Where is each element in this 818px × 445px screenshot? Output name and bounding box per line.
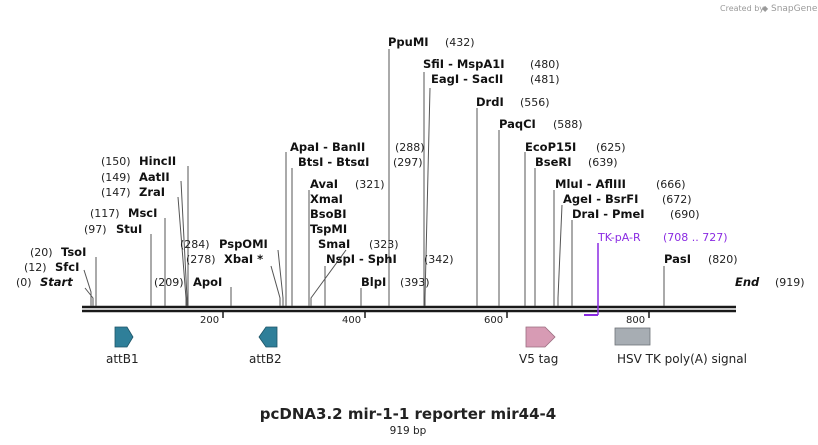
- end-label: End: [735, 275, 760, 289]
- site-position: (150): [101, 155, 131, 168]
- credit-text: Created by: [720, 4, 764, 13]
- site-tspmi[interactable]: TspMI: [310, 222, 347, 236]
- start-label: Start: [40, 275, 73, 289]
- site-avai[interactable]: AvaI: [310, 177, 338, 191]
- site-agei-bsrfi[interactable]: AgeI - BsrFI: [563, 192, 638, 206]
- site-apoi[interactable]: ApoI: [193, 275, 222, 289]
- feature-label: attB2: [249, 352, 282, 366]
- site-position: (432): [445, 36, 475, 49]
- tick-label: 200: [200, 315, 219, 326]
- site-position: (321): [355, 178, 385, 191]
- site-position: (149): [101, 171, 131, 184]
- tick-label: 400: [342, 315, 361, 326]
- site-position: (288): [395, 141, 425, 154]
- feature-hsv-tk-polya[interactable]: HSV TK poly(A) signal: [614, 327, 747, 366]
- site-blpi[interactable]: BlpI: [361, 275, 386, 289]
- site-mlui-afliii[interactable]: MluI - AflIII: [555, 177, 626, 191]
- site-xbai[interactable]: XbaI *: [224, 252, 263, 266]
- site-eagi-sacii[interactable]: EagI - SacII: [431, 72, 503, 86]
- site-position: (209): [154, 276, 184, 289]
- map-title: pcDNA3.2 mir-1-1 reporter mir44-4: [260, 405, 556, 423]
- site-position: (588): [553, 118, 583, 131]
- site-position: (393): [400, 276, 430, 289]
- site-bsobi[interactable]: BsoBI: [310, 207, 347, 221]
- site-zrai[interactable]: ZraI: [139, 185, 165, 199]
- site-apai-banii[interactable]: ApaI - BanII: [290, 140, 365, 154]
- tick-label: 800: [626, 315, 645, 326]
- feature-attb2[interactable]: attB2: [249, 326, 282, 366]
- site-nspi-sphi[interactable]: NspI - SphI: [326, 252, 397, 266]
- map-length: 919 bp: [390, 425, 427, 437]
- primer-range: (708 .. 727): [663, 231, 728, 244]
- feature-label: attB1: [106, 352, 139, 366]
- site-position: (481): [530, 73, 560, 86]
- site-smai[interactable]: SmaI: [318, 237, 350, 251]
- brand-text: SnapGene: [771, 4, 818, 14]
- dna-backbone: [82, 305, 736, 313]
- site-position: (639): [588, 156, 618, 169]
- site-pasi[interactable]: PasI: [664, 252, 691, 266]
- site-xmai[interactable]: XmaI: [310, 192, 343, 206]
- primer-label: TK-pA-R: [597, 231, 641, 244]
- site-position: (117): [90, 207, 120, 220]
- site-paqci[interactable]: PaqCI: [499, 117, 536, 131]
- site-bseri[interactable]: BseRI: [535, 155, 572, 169]
- site-stui[interactable]: StuI: [116, 222, 142, 236]
- site-position: (480): [530, 58, 560, 71]
- site-hincii[interactable]: HincII: [139, 154, 176, 168]
- end-position: (919): [775, 276, 805, 289]
- site-position: (323): [369, 238, 399, 251]
- feature-v5-tag[interactable]: V5 tag: [519, 326, 558, 366]
- site-position: (97): [84, 223, 107, 236]
- site-position: (690): [670, 208, 700, 221]
- feature-label: HSV TK poly(A) signal: [617, 352, 747, 366]
- site-position: (666): [656, 178, 686, 191]
- site-position: (297): [393, 156, 423, 169]
- site-ecop15i[interactable]: EcoP15I: [525, 140, 576, 154]
- site-position: (556): [520, 96, 550, 109]
- ruler: 200 400 600 800: [200, 311, 650, 326]
- primer-tk-pa-r[interactable]: TK-pA-R (708 .. 727): [584, 231, 728, 316]
- arrow-right-icon: [525, 326, 556, 348]
- arrow-right-icon: [114, 326, 134, 348]
- site-msci[interactable]: MscI: [128, 206, 157, 220]
- site-drdi[interactable]: DrdI: [476, 95, 504, 109]
- site-btsi-btsai[interactable]: BtsI - BtsαI: [298, 155, 369, 169]
- snapgene-icon: ◆: [762, 4, 769, 13]
- site-position: (20): [30, 246, 53, 259]
- site-position: (12): [24, 261, 47, 274]
- site-position: (284): [180, 238, 210, 251]
- arrow-left-icon: [258, 326, 278, 348]
- site-sfii-mspa1i[interactable]: SfiI - MspA1I: [423, 57, 505, 71]
- site-position: (278): [186, 253, 216, 266]
- site-position: (342): [424, 253, 454, 266]
- site-ppumi[interactable]: PpuMI: [388, 35, 429, 49]
- site-position: (820): [708, 253, 738, 266]
- start-position: (0): [16, 276, 32, 289]
- site-connectors: [83, 49, 665, 306]
- site-sfci[interactable]: SfcI: [55, 260, 79, 274]
- site-pspomi[interactable]: PspOMI: [219, 237, 268, 251]
- site-drai-pmei[interactable]: DraI - PmeI: [572, 207, 645, 221]
- site-position: (625): [596, 141, 626, 154]
- feature-label: V5 tag: [519, 352, 558, 366]
- site-aatii[interactable]: AatII: [139, 170, 170, 184]
- feature-attb1[interactable]: attB1: [106, 326, 139, 366]
- feature-box: [614, 327, 651, 346]
- site-position: (672): [662, 193, 692, 206]
- site-tsoi[interactable]: TsoI: [61, 245, 86, 259]
- tick-label: 600: [484, 315, 503, 326]
- site-position: (147): [101, 186, 131, 199]
